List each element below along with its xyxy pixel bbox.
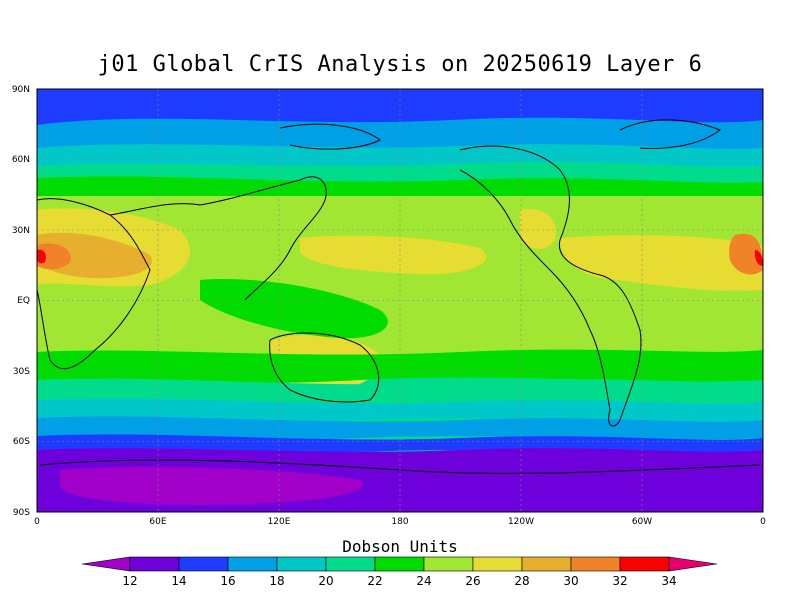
colorbar-label: 24: [416, 574, 431, 588]
lon-tick: 120E: [268, 517, 291, 527]
band-22-south: [37, 378, 763, 404]
lon-tick: 0: [760, 517, 766, 527]
map-frame: [36, 88, 764, 513]
colorbar-label: 20: [318, 574, 333, 588]
colorbar-swatch: [325, 556, 376, 572]
band-18-south: [37, 416, 763, 440]
lat-tick: 30N: [12, 226, 30, 236]
colorbar-swatch: [423, 556, 474, 572]
patch-32-atlantic: [729, 233, 763, 275]
patch-32-sahara: [37, 243, 71, 270]
lon-axis: 0 60E 120E 180 120W 60W 0: [34, 517, 766, 527]
patch-28-atlantic: [560, 235, 763, 291]
patch-34-sahara: [37, 249, 47, 264]
colorbar-label: 16: [220, 574, 235, 588]
colorbar-label: 26: [465, 574, 480, 588]
patch-34-atlantic: [754, 250, 763, 266]
lat-tick: EQ: [17, 296, 30, 306]
units-label: Dobson Units: [342, 537, 458, 556]
patch-24-maritime: [200, 279, 388, 339]
colorbar-label: 32: [612, 574, 627, 588]
lon-tick: 60E: [149, 517, 166, 527]
lat-tick: 60N: [12, 155, 30, 165]
colorbar-label: 34: [661, 574, 676, 588]
band-12-south: [60, 466, 364, 505]
lon-tick: 120W: [508, 517, 534, 527]
colorbar-swatch: [227, 556, 278, 572]
patch-28-na: [520, 209, 556, 250]
band-24-south: [37, 349, 763, 383]
colorbar: 12 14 16 18 20 22 24 26 28 30 32 34: [81, 556, 718, 588]
lat-tick: 30S: [13, 367, 30, 377]
lat-tick: 60S: [13, 437, 30, 447]
patch-28-pacific: [300, 235, 487, 275]
colorbar-label: 14: [171, 574, 186, 588]
colorbar-swatch: [276, 556, 327, 572]
colorbar-end-low: [81, 556, 131, 572]
map-title: j01 Global CrIS Analysis on 20250619 Lay…: [97, 52, 703, 77]
lat-tick: 90S: [13, 508, 30, 518]
colorbar-label: 22: [367, 574, 382, 588]
ozone-field: [37, 89, 763, 512]
graticule: [37, 89, 763, 512]
lon-tick: 0: [34, 517, 40, 527]
colorbar-label: 30: [563, 574, 578, 588]
colorbar-swatch: [374, 556, 425, 572]
colorbar-label: 18: [269, 574, 284, 588]
colorbar-label: 12: [122, 574, 137, 588]
lon-tick: 60W: [632, 517, 652, 527]
colorbar-swatch: [129, 556, 180, 572]
colorbar-swatch: [521, 556, 572, 572]
lon-tick: 180: [391, 517, 408, 527]
colorbar-label: 28: [514, 574, 529, 588]
patch-30-sahara: [37, 232, 152, 279]
colorbar-swatch: [178, 556, 229, 572]
colorbar-swatch: [472, 556, 523, 572]
lat-axis: 90N 60N 30N EQ 30S 60S 90S: [12, 85, 30, 518]
lat-tick: 90N: [12, 85, 30, 95]
colorbar-end-high: [668, 556, 718, 572]
colorbar-swatch: [619, 556, 670, 572]
colorbar-swatch: [570, 556, 621, 572]
